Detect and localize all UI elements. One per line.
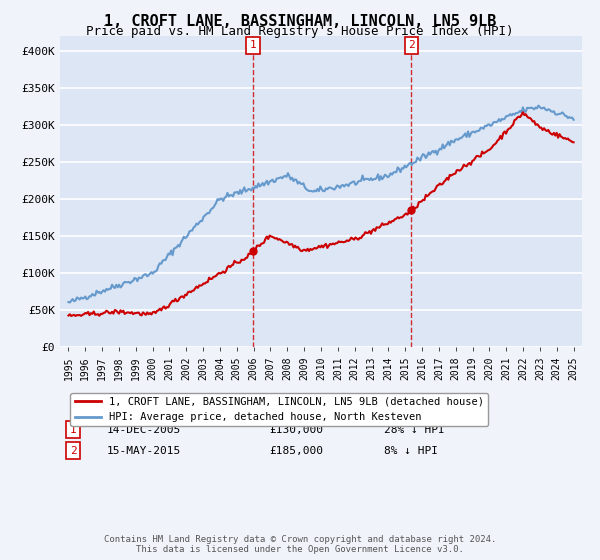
Text: 14-DEC-2005: 14-DEC-2005 xyxy=(107,424,181,435)
Text: Price paid vs. HM Land Registry's House Price Index (HPI): Price paid vs. HM Land Registry's House … xyxy=(86,25,514,38)
Text: £185,000: £185,000 xyxy=(269,446,323,456)
Legend: 1, CROFT LANE, BASSINGHAM, LINCOLN, LN5 9LB (detached house), HPI: Average price: 1, CROFT LANE, BASSINGHAM, LINCOLN, LN5 … xyxy=(70,393,488,426)
Text: 8% ↓ HPI: 8% ↓ HPI xyxy=(383,446,437,456)
Text: 1: 1 xyxy=(250,40,256,50)
Text: 28% ↓ HPI: 28% ↓ HPI xyxy=(383,424,445,435)
Text: 2: 2 xyxy=(70,446,76,456)
Text: 1, CROFT LANE, BASSINGHAM, LINCOLN, LN5 9LB: 1, CROFT LANE, BASSINGHAM, LINCOLN, LN5 … xyxy=(104,14,496,29)
Text: 2: 2 xyxy=(408,40,415,50)
Text: 1: 1 xyxy=(70,424,76,435)
Text: £130,000: £130,000 xyxy=(269,424,323,435)
Text: Contains HM Land Registry data © Crown copyright and database right 2024.
This d: Contains HM Land Registry data © Crown c… xyxy=(104,535,496,554)
Text: 15-MAY-2015: 15-MAY-2015 xyxy=(107,446,181,456)
